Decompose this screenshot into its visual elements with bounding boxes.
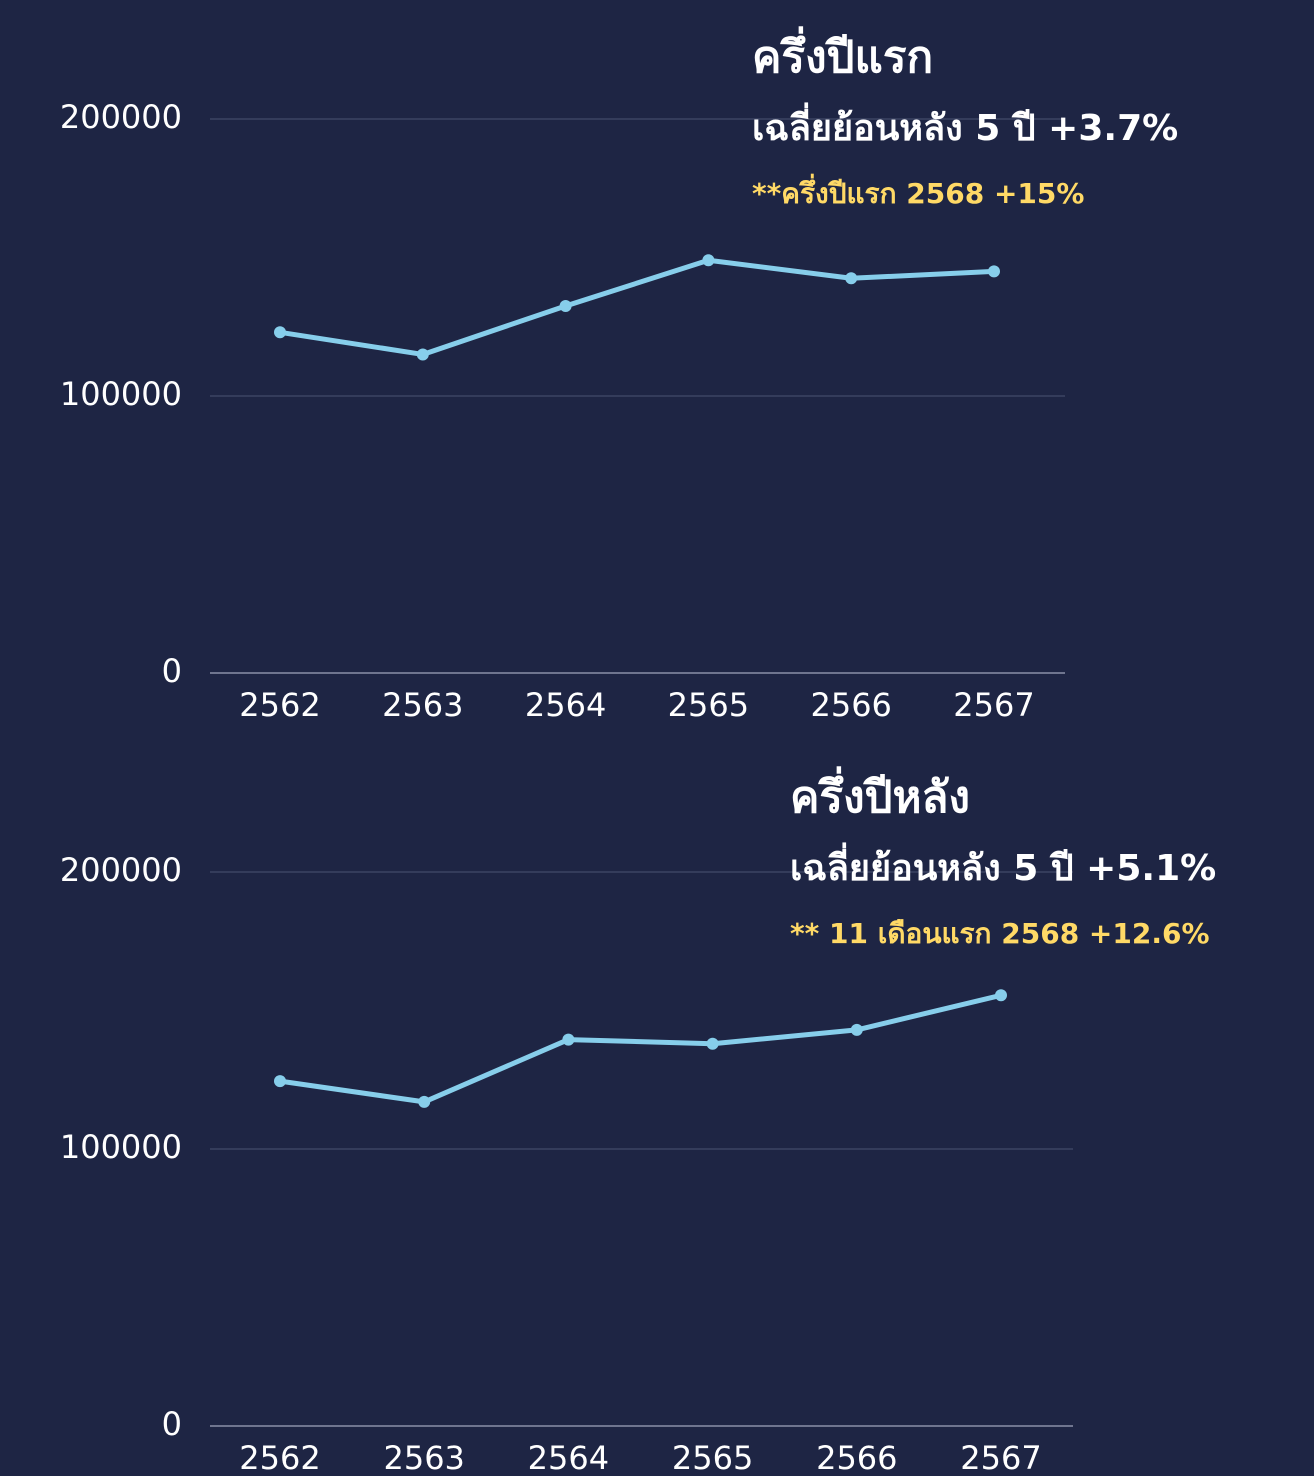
x-tick-label: 2562: [239, 1439, 320, 1476]
x-tick-label: 2565: [672, 1439, 753, 1476]
chart-note: ** 11 เดือนแรก 2568 +12.6%: [790, 917, 1210, 950]
x-tick-label: 2566: [816, 1439, 897, 1476]
data-point: [418, 1095, 431, 1108]
chart-title: ครึ่งปีหลัง: [790, 766, 970, 823]
x-tick-label: 2564: [525, 686, 606, 724]
x-tick-label: 2563: [382, 686, 463, 724]
data-point: [702, 254, 715, 267]
y-tick-label: 0: [162, 1405, 182, 1443]
y-tick-label: 100000: [60, 375, 182, 413]
data-point: [845, 272, 858, 285]
y-tick-label: 200000: [60, 98, 182, 136]
data-point: [995, 989, 1007, 1002]
x-tick-label: 2567: [953, 686, 1034, 724]
x-tick-label: 2564: [528, 1439, 609, 1476]
chart-note: **ครึ่งปีแรก 2568 +15%: [752, 173, 1084, 210]
data-point: [274, 326, 286, 339]
data-point: [850, 1023, 863, 1036]
x-tick-label: 2566: [810, 686, 891, 724]
data-line: [279, 992, 1002, 1105]
chart-subtitle: เฉลี่ยย้อนหลัง 5 ปี +3.7%: [752, 102, 1178, 149]
data-point: [988, 265, 1000, 278]
chart-title: ครึ่งปีแรก: [752, 26, 933, 83]
x-tick-label: 2563: [383, 1439, 464, 1476]
data-point: [274, 1075, 286, 1088]
x-tick-label: 2565: [668, 686, 749, 724]
x-tick-label: 2562: [239, 686, 320, 724]
y-tick-label: 200000: [60, 851, 182, 889]
chart-subtitle: เฉลี่ยย้อนหลัง 5 ปี +5.1%: [790, 842, 1216, 889]
data-point: [562, 1033, 575, 1046]
data-point: [706, 1037, 719, 1050]
data-point: [416, 348, 429, 361]
data-line: [279, 257, 995, 357]
y-tick-label: 0: [162, 652, 182, 690]
x-tick-label: 2567: [960, 1439, 1041, 1476]
y-tick-label: 100000: [60, 1128, 182, 1166]
data-point: [559, 299, 572, 312]
